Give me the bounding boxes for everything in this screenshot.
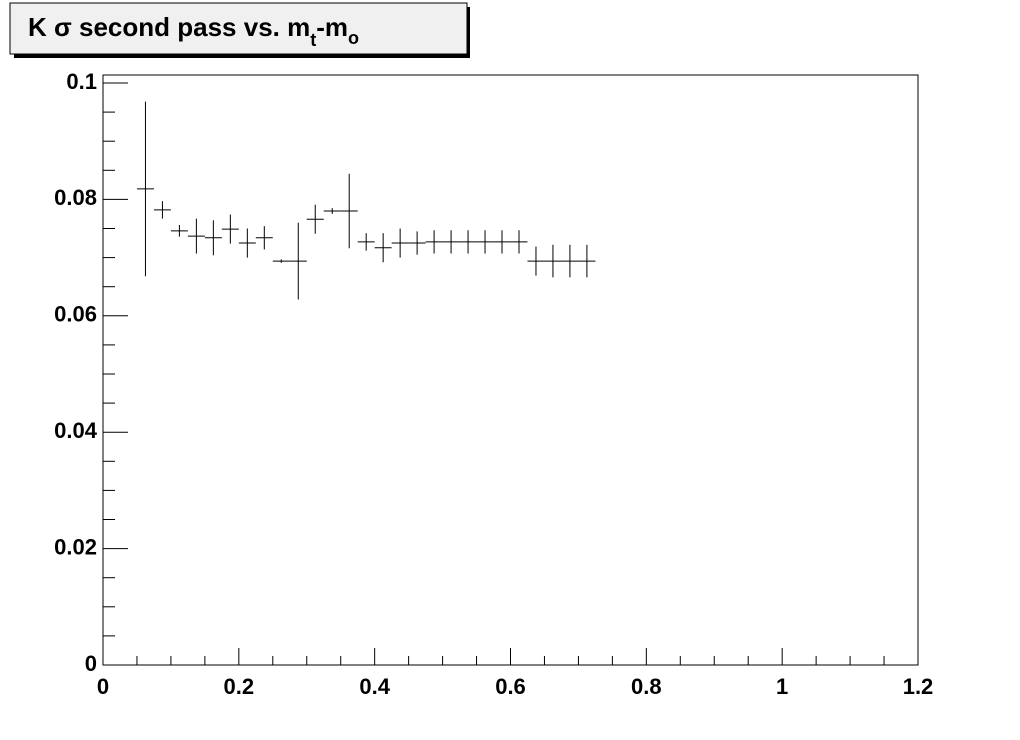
x-tick-label: 1: [776, 674, 788, 699]
title-text: -m: [316, 12, 348, 42]
x-tick-label: 0.8: [631, 674, 662, 699]
title-sub: o: [348, 28, 359, 48]
title-text: K σ second pass vs. m: [28, 12, 310, 42]
title-sub: t: [310, 30, 316, 50]
y-tick-label: 0.08: [54, 185, 97, 210]
chart-title: K σ second pass vs. mt-mo: [28, 12, 359, 50]
y-tick-label: 0.02: [54, 534, 97, 559]
y-tick-label: 0.1: [66, 69, 97, 94]
title-box: [9, 2, 468, 55]
y-tick-label: 0.04: [54, 418, 98, 443]
y-tick-label: 0: [85, 651, 97, 676]
x-tick-label: 1.2: [903, 674, 934, 699]
x-tick-label: 0: [97, 674, 109, 699]
x-tick-label: 0.4: [359, 674, 390, 699]
x-tick-label: 0.6: [495, 674, 526, 699]
x-tick-label: 0.2: [224, 674, 255, 699]
y-tick-label: 0.06: [54, 302, 97, 327]
